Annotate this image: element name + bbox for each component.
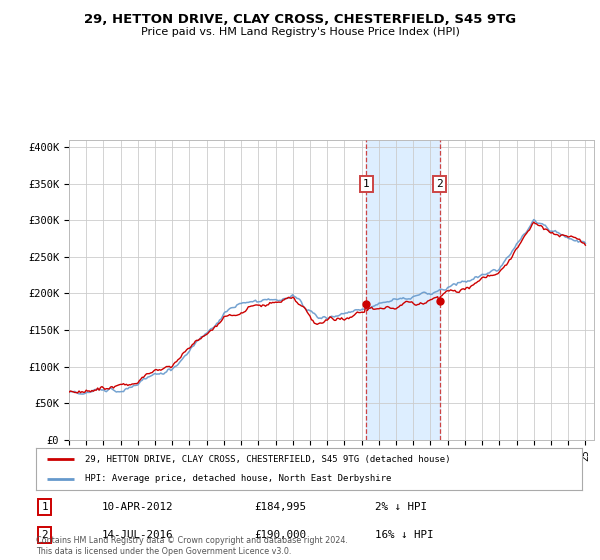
Text: 1: 1 [41,502,48,512]
Text: 14-JUL-2016: 14-JUL-2016 [101,530,173,540]
Text: 2: 2 [436,179,443,189]
Text: 1: 1 [363,179,370,189]
Text: Contains HM Land Registry data © Crown copyright and database right 2024.
This d: Contains HM Land Registry data © Crown c… [36,536,348,556]
Text: £184,995: £184,995 [254,502,307,512]
Text: 10-APR-2012: 10-APR-2012 [101,502,173,512]
Text: 29, HETTON DRIVE, CLAY CROSS, CHESTERFIELD, S45 9TG (detached house): 29, HETTON DRIVE, CLAY CROSS, CHESTERFIE… [85,455,451,464]
Text: 2: 2 [41,530,48,540]
Text: Price paid vs. HM Land Registry's House Price Index (HPI): Price paid vs. HM Land Registry's House … [140,27,460,38]
Text: HPI: Average price, detached house, North East Derbyshire: HPI: Average price, detached house, Nort… [85,474,392,483]
Text: £190,000: £190,000 [254,530,307,540]
Text: 29, HETTON DRIVE, CLAY CROSS, CHESTERFIELD, S45 9TG: 29, HETTON DRIVE, CLAY CROSS, CHESTERFIE… [84,13,516,26]
Text: 16% ↓ HPI: 16% ↓ HPI [374,530,433,540]
Bar [366,140,440,440]
Text: 2% ↓ HPI: 2% ↓ HPI [374,502,427,512]
